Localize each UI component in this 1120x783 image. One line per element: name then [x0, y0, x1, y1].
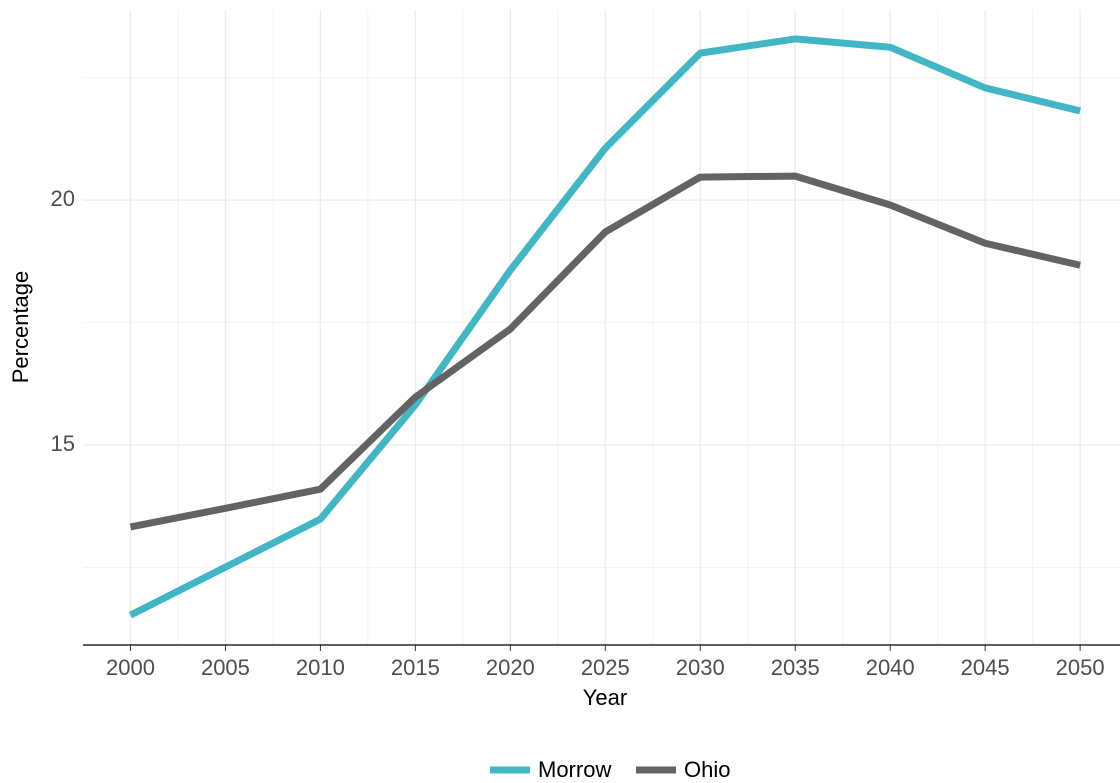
- legend-text: Ohio: [684, 757, 730, 782]
- x-tick-label: 2045: [961, 655, 1010, 680]
- x-tick-label: 2040: [866, 655, 915, 680]
- x-tick-label: 2030: [676, 655, 725, 680]
- legend-text: Morrow: [538, 757, 611, 782]
- x-axis-title: Year: [583, 685, 627, 710]
- series-line: [129, 172, 1081, 531]
- y-axis-title: Percentage: [8, 271, 33, 384]
- x-tick-label: 2050: [1056, 655, 1105, 680]
- series-line: [128, 35, 1081, 619]
- x-tick-label: 2025: [581, 655, 630, 680]
- x-tick-label: 2035: [771, 655, 820, 680]
- x-tick-label: 2020: [486, 655, 535, 680]
- y-tick-label: 20: [51, 186, 75, 211]
- x-tick-label: 2015: [391, 655, 440, 680]
- x-tick-label: 2000: [106, 655, 155, 680]
- x-tick-label: 2005: [201, 655, 250, 680]
- y-tick-label: 15: [51, 431, 75, 456]
- x-tick-label: 2010: [296, 655, 345, 680]
